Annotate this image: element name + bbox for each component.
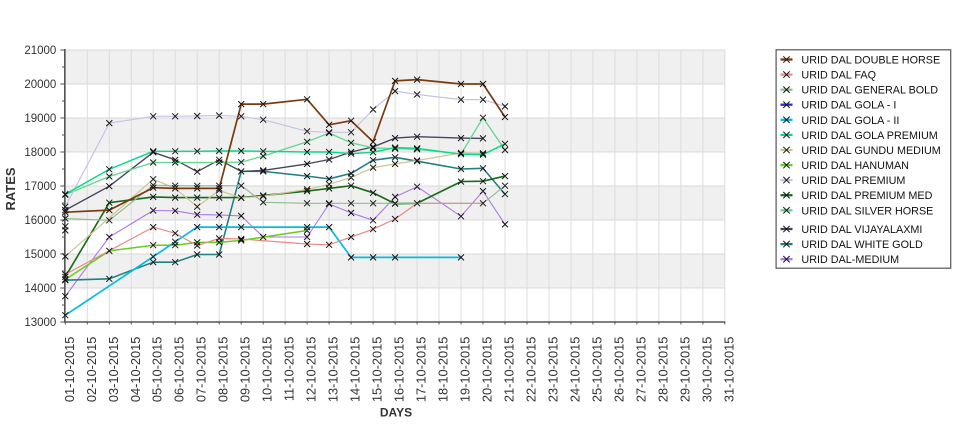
svg-text:URID DAL GENERAL BOLD: URID DAL GENERAL BOLD [801,85,938,97]
svg-text:18-10-2015: 18-10-2015 [436,337,451,402]
svg-text:11-10-2015: 11-10-2015 [282,337,297,402]
svg-text:20-10-2015: 20-10-2015 [480,337,495,402]
svg-text:27-10-2015: 27-10-2015 [633,337,648,402]
svg-text:URID DAL HANUMAN: URID DAL HANUMAN [801,160,909,172]
svg-text:28-10-2015: 28-10-2015 [655,337,670,402]
svg-text:15-10-2015: 15-10-2015 [370,337,385,402]
svg-text:URID DAL FAQ: URID DAL FAQ [801,70,876,82]
svg-text:16000: 16000 [24,215,56,227]
svg-text:23-10-2015: 23-10-2015 [546,337,561,402]
svg-text:URID DAL GOLA PREMIUM: URID DAL GOLA PREMIUM [801,130,937,142]
svg-text:13000: 13000 [24,317,56,329]
svg-text:22-10-2015: 22-10-2015 [524,337,539,402]
svg-text:19000: 19000 [24,113,56,125]
svg-text:20000: 20000 [24,79,56,91]
svg-text:02-10-2015: 02-10-2015 [84,337,99,402]
svg-text:URID DAL GUNDU MEDIUM: URID DAL GUNDU MEDIUM [801,145,940,157]
svg-text:URID DAL WHITE GOLD: URID DAL WHITE GOLD [801,239,923,251]
svg-text:30-10-2015: 30-10-2015 [699,337,714,402]
svg-text:URID DAL SILVER HORSE: URID DAL SILVER HORSE [801,205,933,217]
svg-text:08-10-2015: 08-10-2015 [216,337,231,402]
svg-text:14000: 14000 [24,283,56,295]
svg-text:16-10-2015: 16-10-2015 [392,337,407,402]
svg-text:18000: 18000 [24,147,56,159]
svg-text:13-10-2015: 13-10-2015 [326,337,341,402]
svg-text:09-10-2015: 09-10-2015 [238,337,253,402]
svg-text:15000: 15000 [24,249,56,261]
svg-text:10-10-2015: 10-10-2015 [260,337,275,402]
svg-text:03-10-2015: 03-10-2015 [106,337,121,402]
svg-text:04-10-2015: 04-10-2015 [128,337,143,402]
svg-text:31-10-2015: 31-10-2015 [721,337,736,402]
svg-text:DAYS: DAYS [380,406,412,420]
svg-text:URID DAL GOLA - I: URID DAL GOLA - I [801,100,896,112]
svg-text:07-10-2015: 07-10-2015 [194,337,209,402]
svg-text:RATES: RATES [3,167,18,210]
svg-text:21000: 21000 [24,45,56,57]
svg-text:12-10-2015: 12-10-2015 [304,337,319,402]
svg-text:26-10-2015: 26-10-2015 [611,337,626,402]
svg-text:17-10-2015: 17-10-2015 [414,337,429,402]
svg-text:URID DAL GOLA - II: URID DAL GOLA - II [801,115,899,127]
svg-text:URID DAL PREMIUM MED: URID DAL PREMIUM MED [801,190,932,202]
svg-text:URID DAL-MEDIUM: URID DAL-MEDIUM [801,254,899,266]
svg-text:05-10-2015: 05-10-2015 [150,337,165,402]
svg-text:17000: 17000 [24,181,56,193]
svg-text:06-10-2015: 06-10-2015 [172,337,187,402]
svg-text:29-10-2015: 29-10-2015 [677,337,692,402]
svg-text:01-10-2015: 01-10-2015 [62,337,77,402]
svg-text:14-10-2015: 14-10-2015 [348,337,363,402]
svg-text:25-10-2015: 25-10-2015 [589,337,604,402]
svg-text:URID DAL PREMIUM: URID DAL PREMIUM [801,175,905,187]
svg-text:21-10-2015: 21-10-2015 [502,337,517,402]
svg-text:19-10-2015: 19-10-2015 [458,337,473,402]
svg-text:URID DAL DOUBLE HORSE: URID DAL DOUBLE HORSE [801,55,940,67]
svg-text:URID DAL VIJAYALAXMI: URID DAL VIJAYALAXMI [801,224,922,236]
svg-text:24-10-2015: 24-10-2015 [568,337,583,402]
